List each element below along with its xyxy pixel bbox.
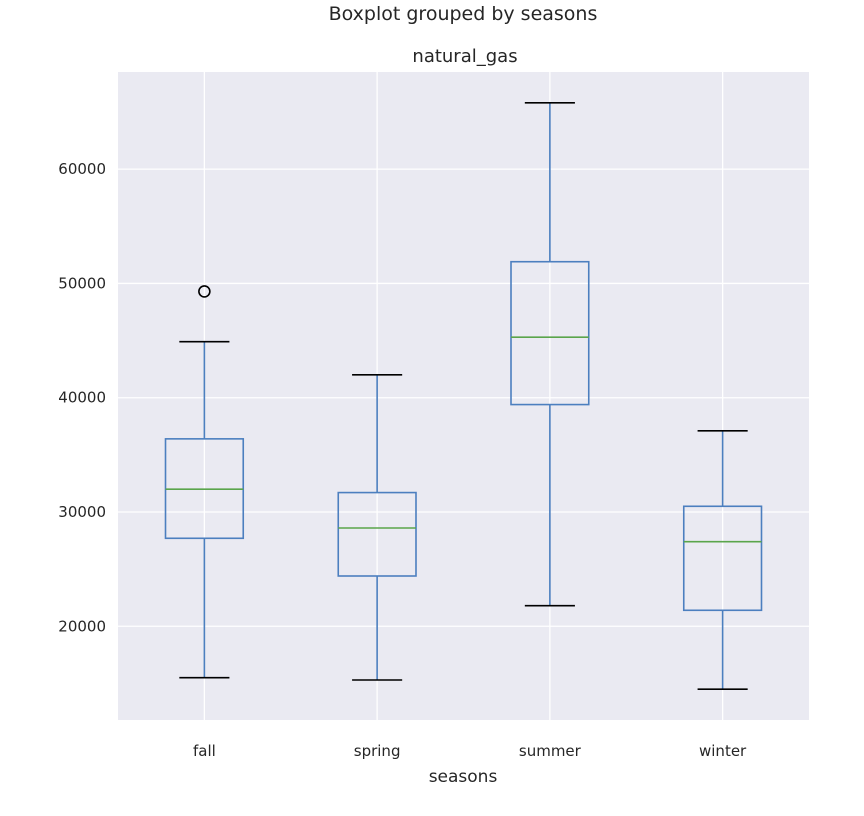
iqr-box — [682, 505, 763, 612]
y-tick-label: 20000 — [58, 617, 106, 635]
box-summer — [510, 102, 590, 607]
box-winter — [682, 430, 763, 690]
chart-suptitle: Boxplot grouped by seasons — [329, 3, 598, 25]
x-axis-label: seasons — [429, 767, 498, 787]
x-tick-label: fall — [193, 742, 216, 760]
x-axis: fall spring summer winter — [193, 742, 747, 760]
box-spring — [337, 374, 417, 681]
box-fall — [164, 285, 245, 679]
y-tick-label: 30000 — [58, 503, 106, 521]
iqr-box — [510, 260, 590, 406]
plot-area — [118, 72, 809, 720]
x-tick-label: summer — [519, 742, 582, 760]
boxes — [164, 102, 763, 690]
y-axis: 20000 30000 40000 50000 60000 — [58, 160, 106, 635]
x-tick-label: winter — [699, 742, 747, 760]
chart-title: natural_gas — [412, 46, 517, 67]
outlier-point — [198, 285, 211, 298]
y-tick-label: 60000 — [58, 160, 106, 178]
x-tick-label: spring — [354, 742, 401, 760]
y-tick-label: 40000 — [58, 389, 106, 407]
y-tick-label: 50000 — [58, 274, 106, 292]
iqr-box — [337, 491, 417, 577]
